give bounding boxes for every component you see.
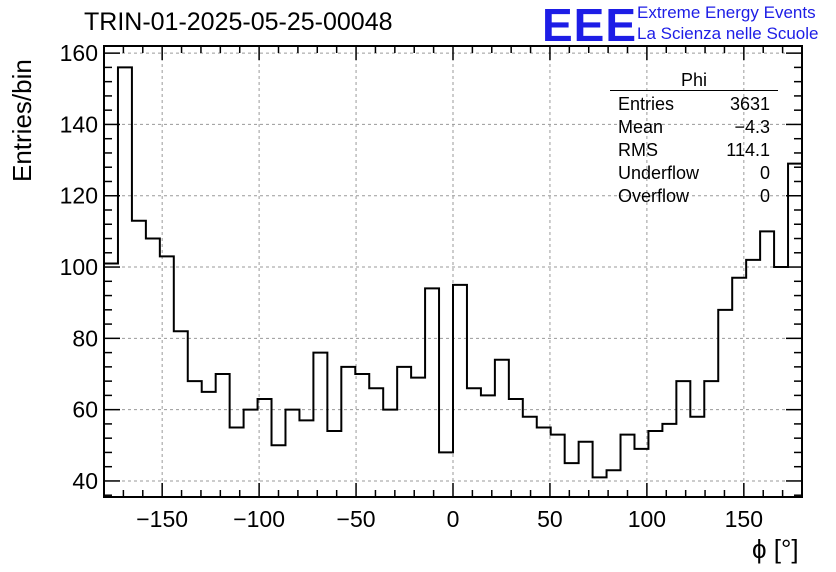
stats-row-overflow: Overflow 0 (610, 185, 778, 208)
histogram-bin (439, 452, 453, 497)
histogram-bin (397, 367, 411, 497)
logo-tagline-2: La Scienza nelle Scuole (637, 24, 819, 43)
histogram-bin (453, 285, 467, 497)
stats-value: 0 (759, 163, 770, 183)
x-tick-label: 100 (628, 506, 666, 532)
histogram-bin (746, 260, 760, 497)
histogram-bin (341, 367, 355, 497)
x-tick-label: 50 (537, 506, 563, 532)
histogram-bin (216, 374, 230, 497)
histogram-bin (285, 410, 299, 497)
histogram-bin (579, 442, 593, 497)
axis-tick-labels: −150 −100 −50 0 50 100 150 40 60 80 100 120 140 160 (60, 40, 763, 532)
stats-row-underflow: Underflow 0 (610, 162, 778, 185)
stats-value: 0 (759, 186, 770, 206)
histogram-bin (690, 417, 704, 497)
chart-title: TRIN-01-2025-05-25-00048 (84, 8, 393, 36)
histogram-bin (244, 410, 258, 497)
stats-row-mean: Mean −4.3 (610, 116, 778, 139)
histogram-bin (132, 221, 146, 497)
stats-divider (610, 90, 778, 91)
histogram-bin (174, 331, 188, 497)
stats-label: Entries (618, 94, 675, 114)
y-tick-label: 40 (72, 468, 98, 494)
histogram-bin (481, 395, 495, 497)
histogram-outline (104, 66, 802, 479)
stats-label: Mean (618, 117, 664, 137)
histogram-bin (355, 374, 369, 497)
histogram-bin (411, 378, 425, 497)
stats-row-rms: RMS 114.1 (610, 139, 778, 162)
y-tick-label: 60 (72, 397, 98, 423)
histogram-bin (146, 239, 160, 497)
x-tick-label: 0 (447, 506, 460, 532)
histogram-bin (495, 360, 509, 497)
y-tick-label: 120 (60, 183, 98, 209)
histogram-bin (565, 463, 579, 497)
histogram-bin (662, 424, 676, 497)
histogram-bin (704, 381, 718, 497)
histogram-bin (104, 263, 118, 497)
y-tick-label: 160 (60, 40, 98, 66)
x-tick-label: 150 (725, 506, 763, 532)
stats-title: Phi (680, 70, 707, 90)
x-tick-label: −100 (233, 506, 285, 532)
x-tick-label: −50 (337, 506, 376, 532)
histogram-bin (425, 288, 439, 497)
histogram-bin (523, 417, 537, 497)
stats-box: Phi Entries 3631 Mean −4.3 RMS 114.1 Und… (610, 70, 778, 208)
histogram-bin (774, 267, 788, 497)
histogram-bin (313, 353, 327, 497)
histogram-bin (509, 399, 523, 497)
histogram-bin (230, 427, 244, 497)
histogram-bin (788, 164, 802, 497)
stats-row-entries: Entries 3631 (610, 93, 778, 116)
histogram-bin (272, 445, 286, 497)
stats-label: RMS (618, 140, 658, 160)
logo-tagline-1: Extreme Energy Events (637, 3, 816, 22)
x-tick-label: −150 (136, 506, 188, 532)
histogram-bin (551, 435, 565, 497)
y-axis-label: Entries/bin (7, 59, 37, 182)
histogram-bin (760, 231, 774, 497)
axis-ticks (103, 46, 803, 497)
histogram-bin (258, 399, 272, 497)
y-tick-label: 140 (60, 111, 98, 137)
histogram-bin (648, 431, 662, 497)
y-tick-label: 100 (60, 254, 98, 280)
x-axis-label: ϕ [°] (752, 534, 799, 564)
stats-value: −4.3 (734, 117, 770, 137)
y-tick-label: 80 (72, 325, 98, 351)
stats-value: 114.1 (726, 140, 770, 160)
histogram-bin (537, 427, 551, 497)
stats-label: Underflow (618, 163, 700, 183)
histogram-bin (593, 477, 607, 497)
histogram-bin (118, 67, 132, 497)
histogram-bin (327, 431, 341, 497)
histogram-bin (621, 435, 635, 497)
histogram-bin (188, 381, 202, 497)
stats-label: Overflow (618, 186, 690, 206)
stats-value: 3631 (729, 94, 770, 114)
histogram-bin (676, 381, 690, 497)
histogram-bin (299, 420, 313, 497)
histogram-bin (383, 410, 397, 497)
eee-logo: EEE (542, 0, 638, 51)
